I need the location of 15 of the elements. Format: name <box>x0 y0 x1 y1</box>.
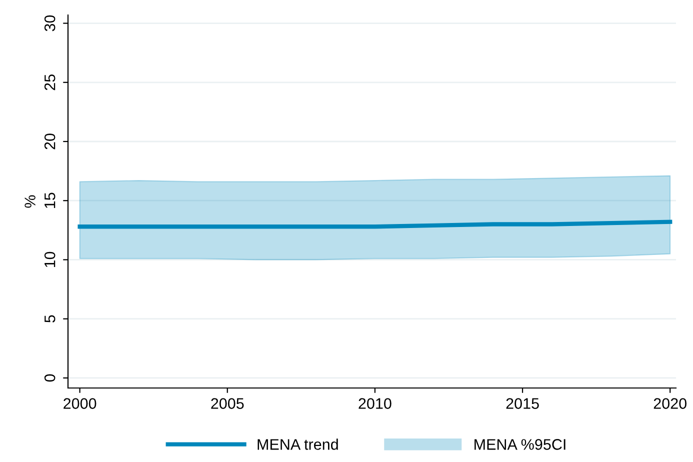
y-tick-label: 5 <box>44 315 56 322</box>
x-tick-label: 2015 <box>506 398 539 409</box>
x-tick-label: 2020 <box>654 398 686 409</box>
x-tick-label: 2000 <box>64 398 96 409</box>
y-tick-label: 20 <box>44 134 56 150</box>
y-tick-label: 0 <box>44 374 56 382</box>
y-tick-label: 10 <box>44 252 56 268</box>
text: MENA %95CI <box>474 439 566 450</box>
x-tick-label: 2010 <box>358 398 392 409</box>
x-tick-label: 2005 <box>211 398 244 409</box>
legend-label: MENA trend <box>258 438 338 450</box>
y-tick-label: 15 <box>44 192 56 208</box>
y-axis-title: % <box>24 195 36 208</box>
y-tick-label: 25 <box>44 74 56 90</box>
y-tick-label: 30 <box>44 15 56 32</box>
